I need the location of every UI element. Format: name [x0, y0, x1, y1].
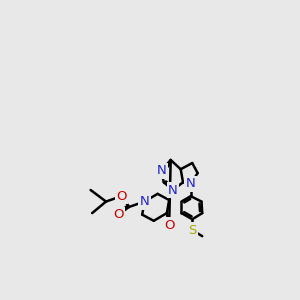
Text: O: O — [164, 219, 174, 232]
Text: N: N — [157, 164, 166, 177]
Text: O: O — [116, 190, 127, 203]
Text: N: N — [140, 195, 149, 208]
Text: N: N — [168, 184, 178, 196]
Text: S: S — [188, 224, 196, 236]
Text: N: N — [186, 177, 196, 190]
Text: O: O — [113, 208, 124, 221]
